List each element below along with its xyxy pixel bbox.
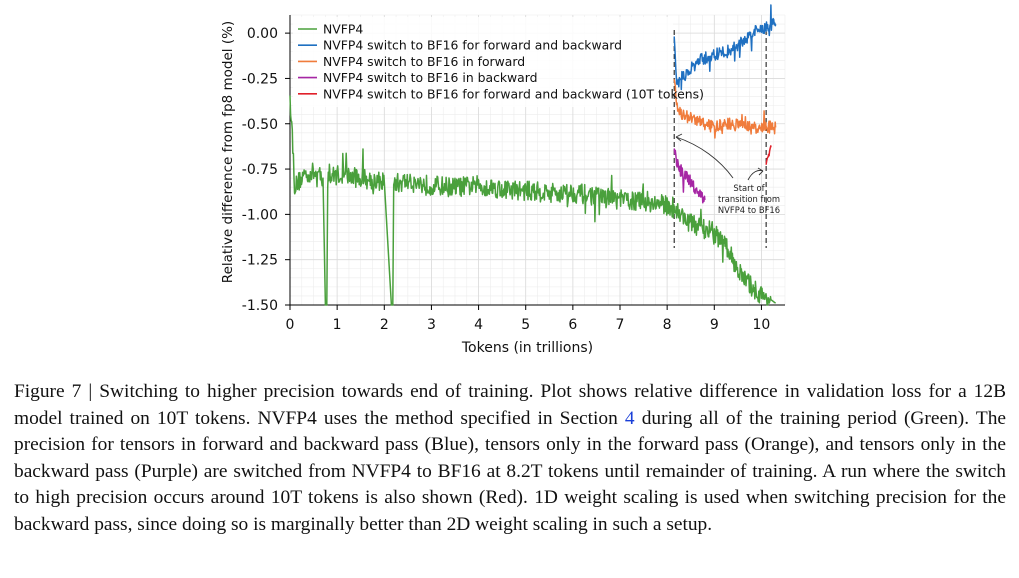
legend-label-1: NVFP4 [323, 22, 363, 37]
series-line-3 [673, 79, 777, 139]
caption-separator: | [81, 381, 100, 402]
series-line-4 [673, 148, 706, 204]
annotation-text-line: Start of [733, 183, 765, 193]
x-tick-label: 5 [521, 317, 530, 333]
x-tick-label: 0 [286, 317, 295, 333]
legend-label-2: NVFP4 switch to BF16 for forward and bac… [323, 38, 622, 53]
legend-background [293, 17, 673, 107]
annotation-arrowhead [675, 133, 683, 142]
y-axis-label: Relative difference from fp8 model (%) [220, 21, 236, 283]
section-reference-link[interactable]: 4 [624, 407, 635, 429]
figure-caption: Figure 7 | Switching to higher precision… [14, 379, 1006, 539]
x-tick-label: 4 [474, 317, 483, 333]
caption-text-2: during all of the training period (Green… [14, 407, 1006, 535]
caption-label: Figure 7 [14, 381, 82, 402]
x-tick-label: 6 [568, 317, 577, 333]
x-tick-label: 7 [616, 317, 625, 333]
annotation-arrowhead [757, 167, 764, 176]
y-tick-label: -1.25 [242, 253, 278, 269]
series-line-5 [765, 145, 772, 165]
x-tick-label: 8 [663, 317, 672, 333]
annotation-arrow [747, 169, 764, 181]
y-tick-label: -0.50 [242, 117, 278, 133]
series-line-2 [673, 4, 777, 91]
x-axis-label: Tokens (in trillions) [461, 340, 593, 356]
annotation-text-line: transition from [718, 194, 780, 204]
figure: 0 1 2 3 4 5 6 7 8 9 10 0.00 -0.25 -0.50 -0.75 -1.00 -1.2… [220, 4, 786, 356]
y-tick-label: 0.00 [247, 26, 278, 42]
legend-label-5: NVFP4 switch to BF16 for forward and bac… [323, 86, 704, 101]
legend-label-3: NVFP4 switch to BF16 in forward [323, 54, 525, 69]
line-chart: 0 1 2 3 4 5 6 7 8 9 10 0.00 -0.25 -0.50 -0.75 -1.00 -1.2… [220, 4, 786, 356]
y-tick-label: -1.50 [242, 298, 278, 314]
annotation-arrow [675, 136, 734, 179]
y-tick-label: -1.00 [242, 207, 278, 223]
caption-text-1: Switching to higher precision towards en… [14, 381, 1007, 429]
x-tick-label: 2 [380, 317, 389, 333]
legend-label-4: NVFP4 switch to BF16 in backward [323, 70, 538, 85]
x-tick-label: 10 [753, 317, 771, 333]
x-tick-label: 1 [333, 317, 342, 333]
series-line-1 [289, 95, 777, 306]
y-tick-label: -0.75 [242, 162, 278, 178]
y-tick-label: -0.25 [242, 71, 278, 87]
x-tick-label: 3 [427, 317, 436, 333]
annotation-text-line: NVFP4 to BF16 [718, 205, 780, 215]
x-tick-label: 9 [710, 317, 719, 333]
